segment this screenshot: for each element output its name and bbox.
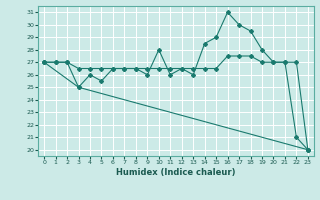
X-axis label: Humidex (Indice chaleur): Humidex (Indice chaleur) [116,168,236,177]
